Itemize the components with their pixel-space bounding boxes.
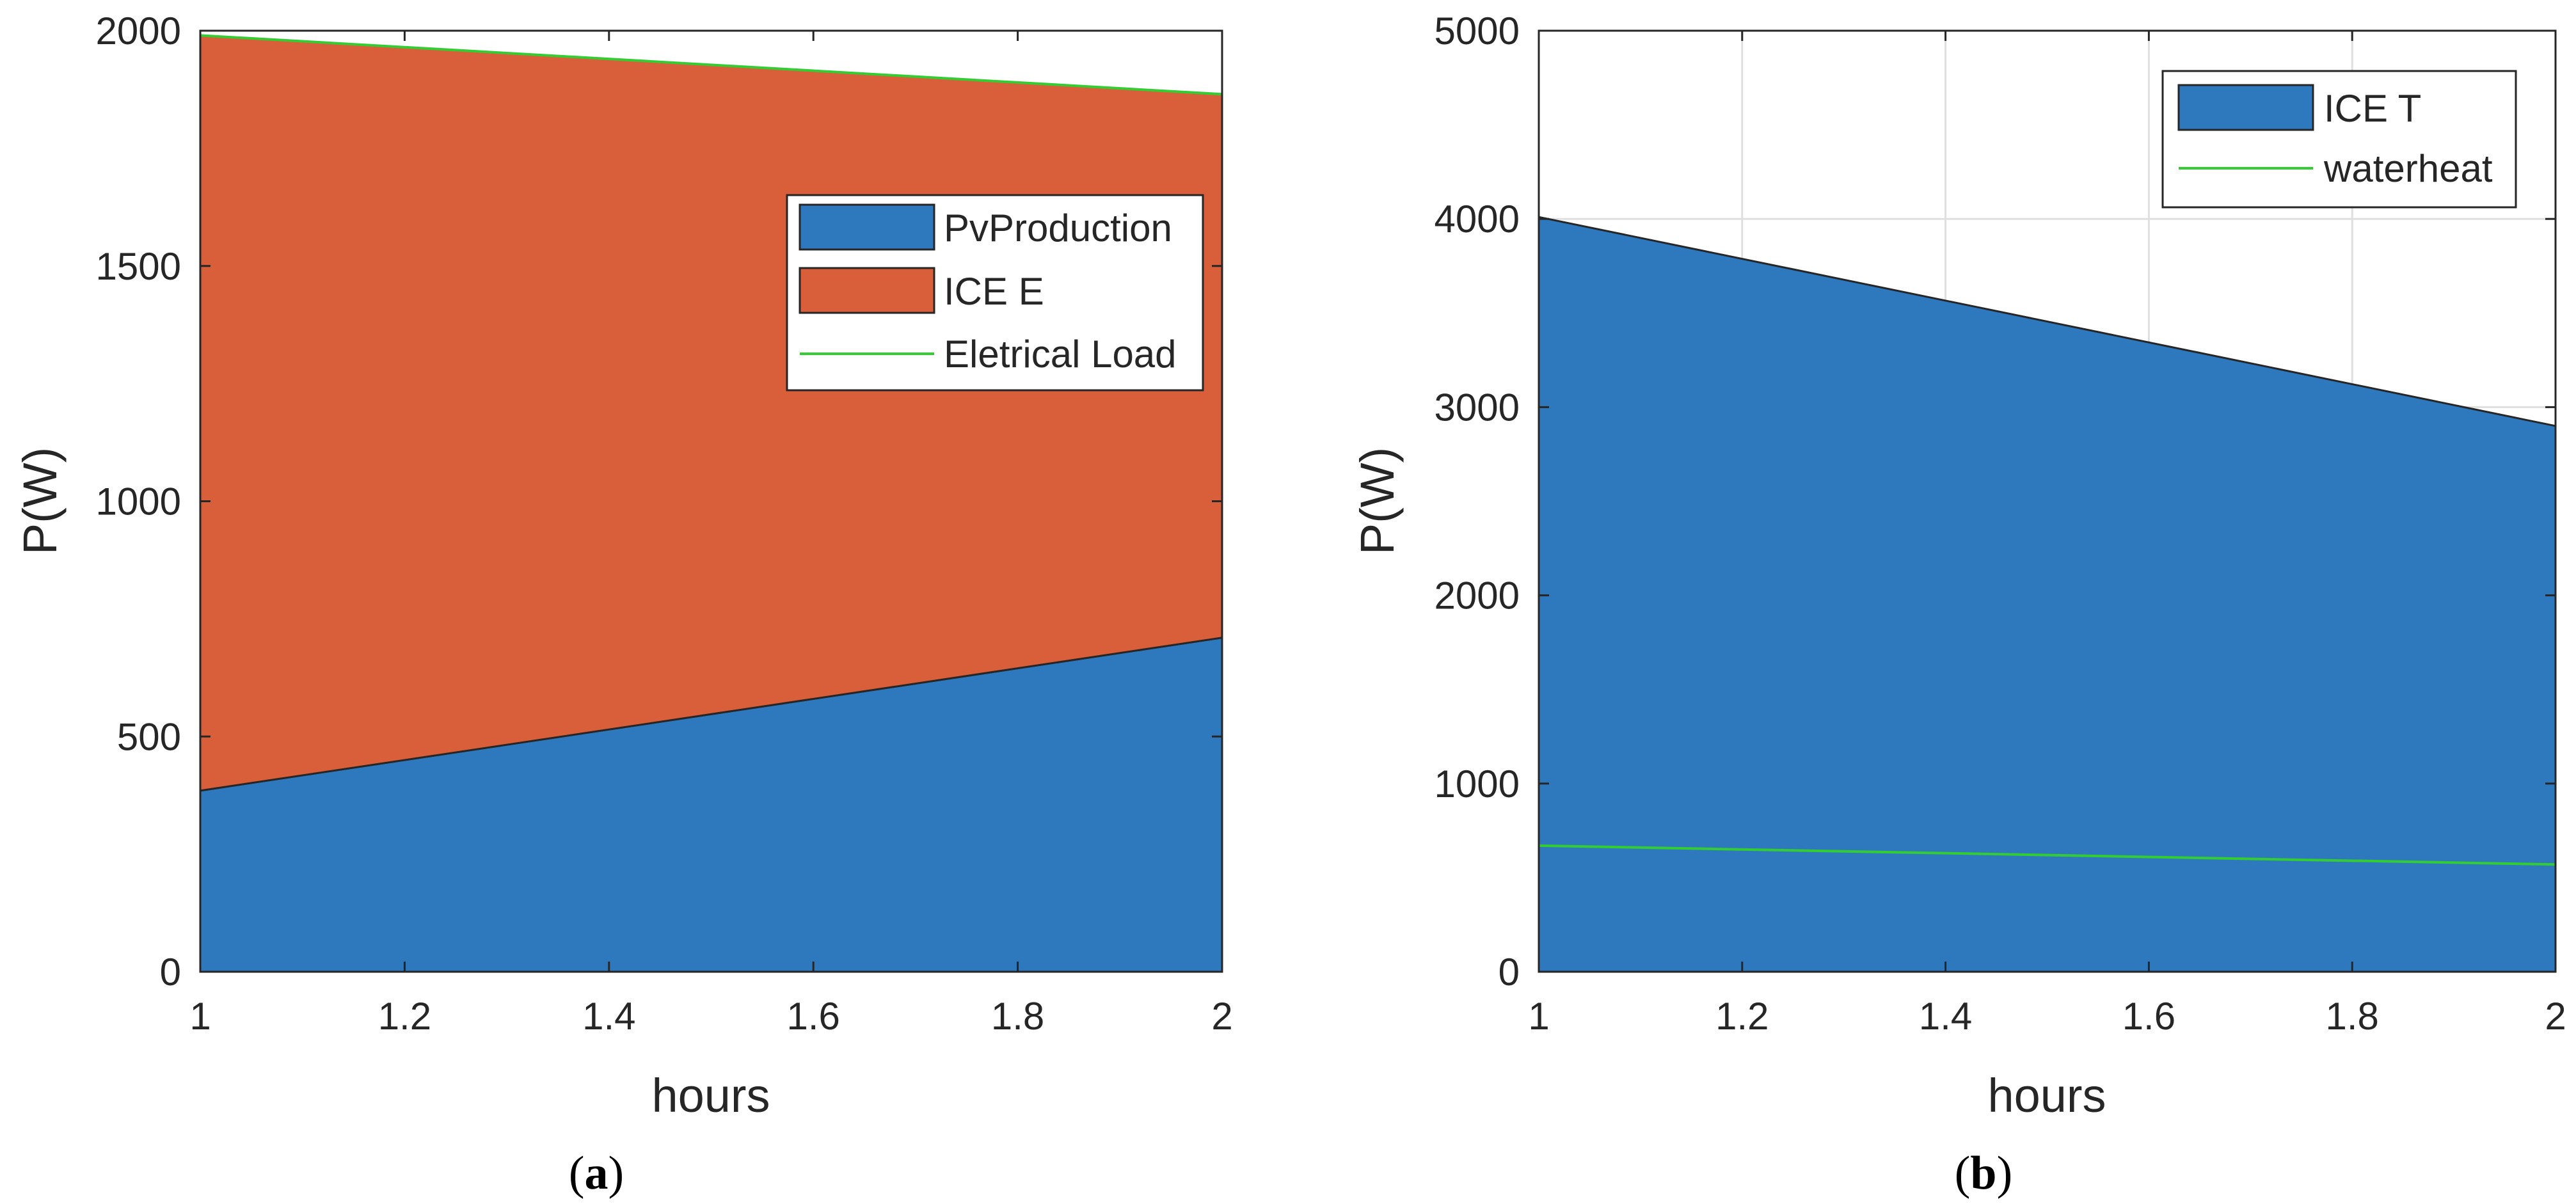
chart-b-xtick-label: 1.2 — [1715, 995, 1769, 1038]
chart-a-ytick-label: 500 — [117, 715, 181, 758]
chart-a-ytick-label: 0 — [160, 951, 181, 994]
chart-b-areas — [1538, 216, 2557, 973]
panel-label-a-close: ) — [608, 1147, 624, 1200]
panel-label-b: (b) — [1955, 1147, 2012, 1200]
chart-a-xlabel: hours — [651, 1069, 770, 1122]
chart-b-ytick-label: 0 — [1499, 951, 1520, 994]
legend-swatch-pvproduction — [799, 203, 935, 251]
chart-a-lines — [200, 34, 1223, 96]
legend-label-ice-e: ICE E — [944, 270, 1044, 313]
chart-b-xtick-label: 1.6 — [2122, 995, 2175, 1038]
chart-b-x-ticks: 1 1.2 1.4 1.6 1.8 2 — [1528, 31, 2566, 1038]
chart-a-areas — [199, 34, 1223, 973]
chart-b: 1 1.2 1.4 1.6 1.8 2 0 1000 2000 3000 4000 5000 hou… — [1351, 10, 2566, 1122]
chart-a-xtick-label: 1.6 — [786, 995, 839, 1038]
chart-a-legend: PvProduction ICE E Eletrical Load — [786, 194, 1204, 392]
chart-b-y-ticks: 0 1000 2000 3000 4000 5000 — [1435, 10, 2556, 994]
chart-a-xtick-label: 1.2 — [378, 995, 431, 1038]
chart-a-ytick-label: 2000 — [96, 10, 181, 52]
legend-swatch-ice-t — [2177, 84, 2314, 131]
chart-b-ytick-label: 4000 — [1435, 198, 1520, 241]
chart-b-ytick-label: 2000 — [1435, 574, 1520, 617]
legend-item-eletrical-load: Eletrical Load — [800, 333, 1177, 376]
line-eletrical-load — [200, 34, 1223, 96]
panel-label-b-close: ) — [1997, 1147, 2013, 1200]
line-waterheat — [1538, 844, 2556, 866]
legend-label-pvproduction: PvProduction — [944, 207, 1172, 250]
chart-a-ytick-label: 1000 — [96, 480, 181, 523]
chart-a-x-ticks: 1 1.2 1.4 1.6 1.8 2 — [189, 31, 1233, 1038]
panel-label-a: (a) — [569, 1147, 624, 1200]
legend-item-ice-t: ICE T — [2177, 84, 2421, 131]
chart-a-xtick-label: 1 — [189, 995, 211, 1038]
legend-label-waterheat: waterheat — [2323, 147, 2493, 190]
panel-label-b-open: ( — [1955, 1147, 1971, 1200]
chart-b-axes-box — [1538, 29, 2557, 973]
area-ice-t — [1538, 216, 2557, 973]
chart-a: 1 1.2 1.4 1.6 1.8 2 0 500 1000 1500 2000 hours P(… — [13, 10, 1233, 1122]
panel-label-a-letter: a — [585, 1147, 608, 1200]
chart-b-xtick-label: 1.4 — [1919, 995, 1972, 1038]
chart-b-xtick-label: 1 — [1528, 995, 1549, 1038]
chart-b-xlabel: hours — [1987, 1069, 2106, 1122]
chart-a-y-ticks: 0 500 1000 1500 2000 — [96, 10, 1222, 994]
chart-a-ytick-label: 1500 — [96, 245, 181, 288]
panel-label-a-open: ( — [569, 1147, 585, 1200]
legend-swatch-ice-e — [799, 267, 935, 314]
chart-b-xtick-label: 1.8 — [2325, 995, 2378, 1038]
chart-b-ytick-label: 3000 — [1435, 386, 1520, 429]
chart-a-ylabel: P(W) — [13, 447, 67, 555]
chart-a-xtick-label: 1.8 — [991, 995, 1044, 1038]
panel-label-b-letter: b — [1970, 1147, 1996, 1200]
legend-item-waterheat: waterheat — [2179, 147, 2493, 190]
legend-item-pvproduction: PvProduction — [799, 203, 1172, 251]
chart-b-ytick-label: 5000 — [1435, 10, 1520, 52]
legend-item-ice-e: ICE E — [799, 267, 1044, 314]
legend-label-ice-t: ICE T — [2324, 87, 2421, 130]
chart-b-ylabel: P(W) — [1351, 447, 1404, 555]
chart-a-xtick-label: 2 — [1211, 995, 1232, 1038]
chart-b-xtick-label: 2 — [2545, 995, 2566, 1038]
chart-b-ytick-label: 1000 — [1435, 763, 1520, 805]
legend-label-eletrical-load: Eletrical Load — [944, 333, 1177, 376]
chart-b-legend: ICE T waterheat — [2161, 70, 2517, 209]
chart-a-xtick-label: 1.4 — [582, 995, 635, 1038]
chart-b-lines — [1538, 844, 2556, 866]
